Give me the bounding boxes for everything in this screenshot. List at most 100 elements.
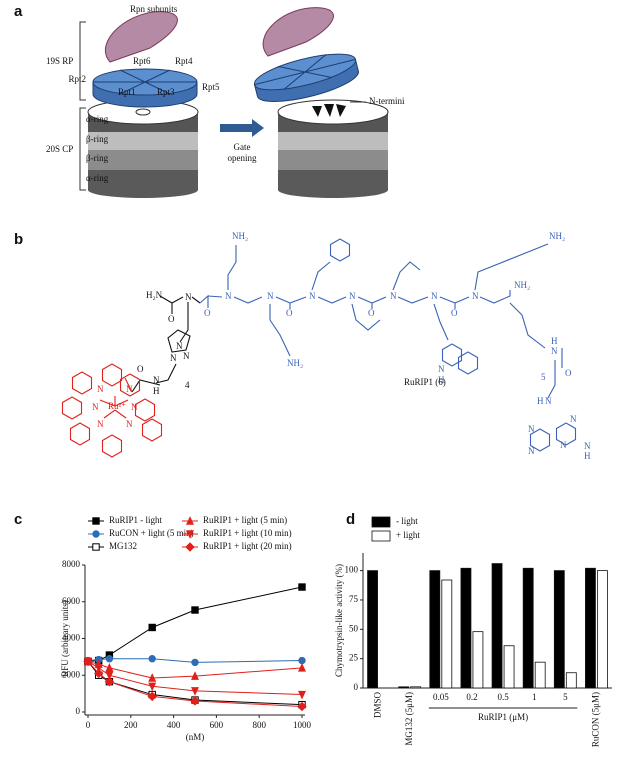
label: α-ring <box>86 173 109 183</box>
bar <box>367 570 378 689</box>
label: α-ring <box>86 114 109 124</box>
x-tick-label: 5 <box>563 692 568 702</box>
atom: N <box>309 291 316 301</box>
bond <box>199 243 563 399</box>
atom: N <box>153 375 160 385</box>
marker <box>148 623 156 632</box>
marker <box>191 687 199 696</box>
y-tick-label: 0 <box>76 706 81 716</box>
ring <box>119 373 141 397</box>
bar <box>398 686 410 689</box>
marker <box>191 658 199 667</box>
atom: NH₂ <box>514 280 530 290</box>
atom: 5 <box>541 372 546 382</box>
ring <box>101 434 123 458</box>
marker <box>92 530 100 538</box>
core-bottom <box>88 182 198 198</box>
atom: N <box>170 353 177 363</box>
atom: H₂N <box>146 290 163 300</box>
marker <box>298 663 306 672</box>
atom: H <box>584 451 591 461</box>
atom: N <box>545 396 552 406</box>
marker <box>190 696 200 706</box>
y-axis-label: Chymotrypsin-like activity (%) <box>334 564 344 677</box>
x-tick-label: 0 <box>86 720 91 730</box>
y-tick-label: 6000 <box>62 596 81 606</box>
n-terminus <box>312 106 322 117</box>
atom: N <box>431 291 438 301</box>
atom: O <box>204 308 211 318</box>
y-axis-label: RFU (arbitrary units) <box>60 600 70 677</box>
group-label: RuRIP1 (μM) <box>478 712 528 722</box>
atom: N <box>97 419 104 429</box>
bar <box>597 570 608 689</box>
ring <box>457 351 479 375</box>
bond <box>99 377 133 419</box>
bar <box>522 567 534 689</box>
rpn-flap <box>104 11 178 63</box>
atom: N <box>390 291 397 301</box>
ring <box>101 363 123 387</box>
legend-label: RuCON + light (5 min) <box>109 528 194 538</box>
atom: H <box>438 375 445 385</box>
bracket <box>79 107 86 191</box>
bracket <box>79 21 86 101</box>
atom: N <box>183 351 190 361</box>
beta-ring <box>88 150 198 170</box>
x-tick-label: 400 <box>167 720 181 730</box>
bar <box>585 567 596 689</box>
legend-label: RuRIP1 - light <box>109 515 163 525</box>
atom: N <box>584 441 591 451</box>
marker <box>186 530 194 539</box>
marker <box>83 656 93 667</box>
legend-label: MG132 <box>109 541 137 551</box>
y-tick-label: 75 <box>349 594 359 604</box>
marker <box>191 671 199 680</box>
core-top <box>277 99 389 125</box>
bar <box>460 567 472 689</box>
panel-label: c <box>14 511 22 528</box>
atom: H <box>551 336 558 346</box>
marker <box>191 606 199 614</box>
marker <box>104 676 115 687</box>
atom: Ru²⁺ <box>108 401 126 411</box>
atom: NH₂ <box>287 358 303 368</box>
atom: O <box>286 308 293 318</box>
bar <box>441 579 453 689</box>
ring <box>555 422 577 446</box>
bar <box>410 686 422 689</box>
label: Gate <box>234 142 251 152</box>
legend-label: - light <box>396 516 418 526</box>
y-tick-label: 2000 <box>62 669 81 679</box>
legend-label: RuRIP1 + light (10 min) <box>203 528 292 538</box>
atom: 4 <box>185 380 190 390</box>
marker <box>105 655 114 663</box>
marker <box>185 542 195 552</box>
beta-ring <box>278 150 388 170</box>
atom: N <box>472 291 479 301</box>
atom: H <box>537 396 544 406</box>
x-tick-label: 200 <box>124 720 138 730</box>
ring <box>61 396 83 420</box>
atom: O <box>368 308 375 318</box>
atom: N <box>92 402 99 412</box>
atom: O <box>451 308 458 318</box>
marker <box>105 663 114 672</box>
panel-label: b <box>14 231 23 248</box>
bar <box>472 631 484 689</box>
marker <box>298 583 306 591</box>
beta-ring <box>88 132 198 150</box>
label: Rpn subunits <box>130 4 178 14</box>
atom: N <box>528 424 535 434</box>
chemical-structure: H₂N O N N N N N H 4 O NH₂ N N N N N N N … <box>61 231 591 461</box>
marker <box>298 690 306 700</box>
atom: N <box>267 291 274 301</box>
x-tick-label: 0.5 <box>497 692 509 702</box>
x-tick-label: RuCON (5μM) <box>591 692 601 747</box>
compound-name: RuRIP1 (6) <box>404 377 446 387</box>
marker <box>148 682 157 692</box>
y-tick-label: 100 <box>345 565 359 575</box>
label: N-termini <box>369 96 405 106</box>
atom: O <box>168 314 175 324</box>
